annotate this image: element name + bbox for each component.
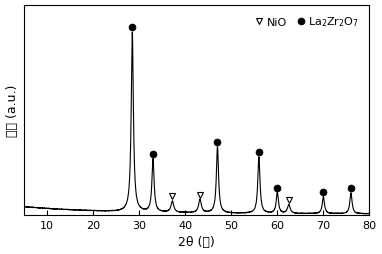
Legend: NiO, La$_2$Zr$_2$O$_7$: NiO, La$_2$Zr$_2$O$_7$ bbox=[250, 11, 364, 34]
Y-axis label: 强度 (a.u.): 强度 (a.u.) bbox=[6, 84, 19, 136]
X-axis label: 2θ (度): 2θ (度) bbox=[178, 235, 215, 248]
